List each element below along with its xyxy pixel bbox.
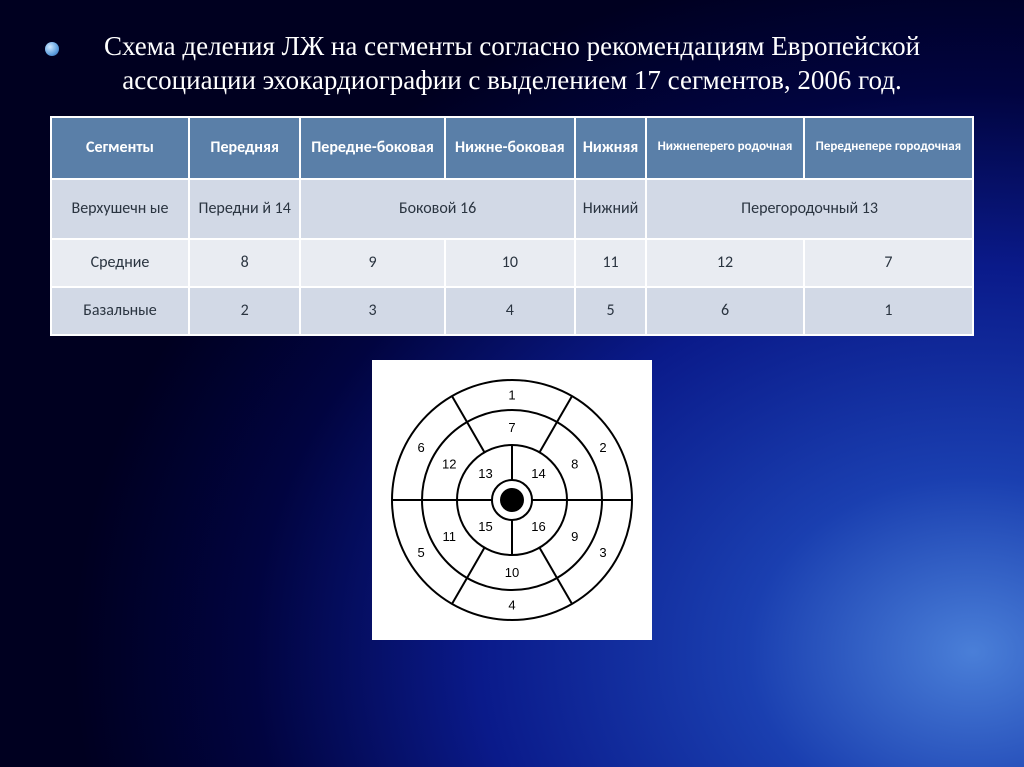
cell: 10 — [445, 239, 575, 287]
cell: 5 — [575, 287, 646, 335]
cell: Боковой 16 — [300, 179, 575, 239]
table-row: Верхушечн ые Передни й 14 Боковой 16 Ниж… — [51, 179, 973, 239]
cell: 2 — [189, 287, 300, 335]
col-inferolat: Нижне-боковая — [445, 117, 575, 179]
svg-text:9: 9 — [571, 528, 578, 543]
svg-text:10: 10 — [505, 565, 519, 580]
svg-text:3: 3 — [599, 545, 606, 560]
col-inferior: Нижняя — [575, 117, 646, 179]
svg-text:14: 14 — [531, 465, 545, 480]
svg-text:4: 4 — [508, 597, 515, 612]
svg-text:1: 1 — [508, 387, 515, 402]
cell: 4 — [445, 287, 575, 335]
row-label-mid: Средние — [51, 239, 189, 287]
slide-title: Схема деления ЛЖ на сегменты согласно ре… — [102, 30, 922, 98]
row-label-apical: Верхушечн ые — [51, 179, 189, 239]
svg-text:6: 6 — [417, 440, 424, 455]
svg-text:7: 7 — [508, 420, 515, 435]
svg-text:11: 11 — [442, 528, 456, 543]
col-anterolat: Передне-боковая — [300, 117, 444, 179]
row-label-basal: Базальные — [51, 287, 189, 335]
svg-text:8: 8 — [571, 456, 578, 471]
bullseye-diagram: 12345678910111213141615 — [372, 360, 652, 640]
segments-table: Сегменты Передняя Передне-боковая Нижне-… — [50, 116, 974, 336]
svg-text:16: 16 — [531, 519, 545, 534]
svg-text:5: 5 — [417, 545, 424, 560]
svg-text:12: 12 — [442, 456, 456, 471]
col-anterior: Передняя — [189, 117, 300, 179]
cell: Передни й 14 — [189, 179, 300, 239]
cell: 6 — [646, 287, 804, 335]
cell: 12 — [646, 239, 804, 287]
col-inferosept: Нижнеперего родочная — [646, 117, 804, 179]
svg-text:2: 2 — [599, 440, 606, 455]
cell: Перегородочный 13 — [646, 179, 973, 239]
slide-bullet-icon — [45, 42, 59, 56]
cell: 1 — [804, 287, 973, 335]
table-row: Средние 8 9 10 11 12 7 — [51, 239, 973, 287]
table-header-row: Сегменты Передняя Передне-боковая Нижне-… — [51, 117, 973, 179]
cell: 9 — [300, 239, 444, 287]
cell: Нижний — [575, 179, 646, 239]
table-row: Базальные 2 3 4 5 6 1 — [51, 287, 973, 335]
cell: 7 — [804, 239, 973, 287]
cell: 11 — [575, 239, 646, 287]
svg-text:15: 15 — [478, 519, 492, 534]
cell: 3 — [300, 287, 444, 335]
col-anterosept: Переднепере городочная — [804, 117, 973, 179]
cell: 8 — [189, 239, 300, 287]
bullseye-container: 12345678910111213141615 — [372, 360, 652, 640]
col-segments: Сегменты — [51, 117, 189, 179]
svg-text:13: 13 — [478, 465, 492, 480]
